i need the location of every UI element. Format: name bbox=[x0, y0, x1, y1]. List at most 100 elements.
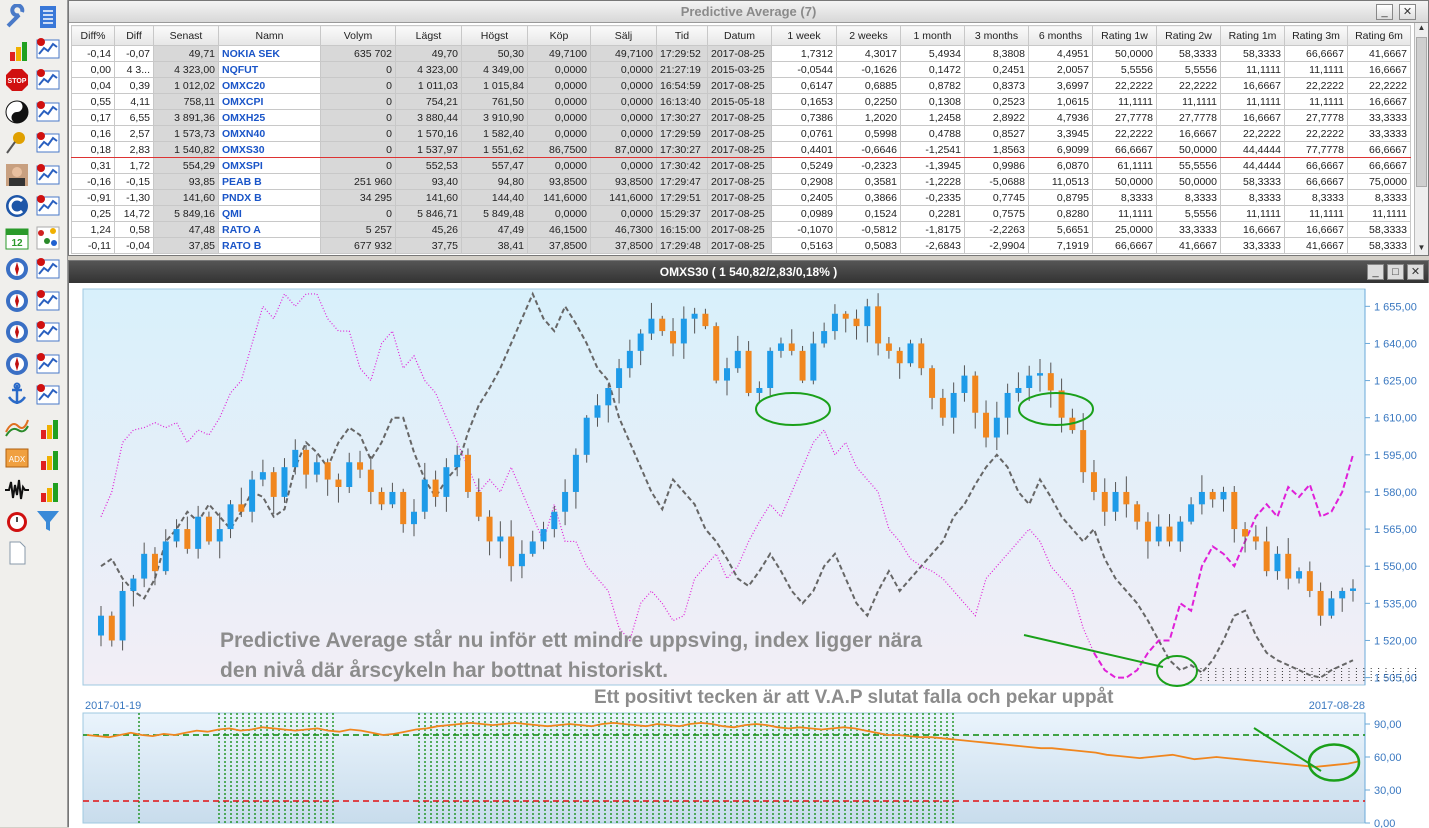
table-row[interactable]: 0,18 2,83 1 540,82 OMXS30 0 1 537,97 1 551,62 8… bbox=[71, 141, 1411, 158]
table-row[interactable]: 0,04 0,39 1 012,02 OMXC20 0 1 011,03 1 015,84 0… bbox=[71, 77, 1411, 94]
table-cell: 27,7778 bbox=[1156, 109, 1221, 126]
chart-n-icon[interactable] bbox=[34, 381, 62, 409]
bar-chart-2-icon[interactable] bbox=[34, 413, 62, 441]
table-cell: 0,3866 bbox=[836, 189, 901, 206]
price-chart[interactable]: 1 655,00 1 640,00 1 625,00 1 610,00 1 595,00… bbox=[69, 283, 1429, 828]
table-cell: 11,1111 bbox=[1284, 205, 1348, 222]
table-cell: 25,0000 bbox=[1092, 221, 1157, 238]
table-cell: 16:15:00 bbox=[656, 221, 708, 238]
bar-chart-3-icon[interactable] bbox=[34, 444, 62, 472]
yin-yang-icon[interactable] bbox=[3, 98, 31, 126]
column-header[interactable]: Rating 6m bbox=[1347, 25, 1411, 46]
candle bbox=[929, 365, 936, 410]
table-row[interactable]: 0,31 1,72 554,29 OMXSPI 0 552,53 557,47 0,0000 0… bbox=[71, 157, 1411, 174]
column-header[interactable]: Datum bbox=[707, 25, 772, 46]
wave-icon[interactable] bbox=[3, 476, 31, 504]
column-header[interactable]: Diff bbox=[114, 25, 154, 46]
chart-b-icon[interactable] bbox=[34, 161, 62, 189]
compass-2-icon[interactable] bbox=[3, 287, 31, 315]
table-row[interactable]: -0,11 -0,04 37,85 RATO B 677 932 37,75 38,41 37… bbox=[71, 237, 1411, 254]
stop-sign-icon[interactable]: STOP bbox=[3, 66, 31, 94]
minimize-icon[interactable]: _ bbox=[1376, 4, 1393, 20]
column-header[interactable]: 1 month bbox=[900, 25, 965, 46]
candle bbox=[626, 339, 633, 378]
chart-minimize-icon[interactable]: _ bbox=[1367, 264, 1384, 280]
column-header[interactable]: Köp bbox=[527, 25, 591, 46]
column-header[interactable]: Senast bbox=[153, 25, 219, 46]
candle bbox=[1317, 582, 1324, 626]
column-header[interactable]: 3 months bbox=[964, 25, 1029, 46]
table-row[interactable]: -0,14 -0,07 49,71 NOKIA SEK 635 702 49,70 50,3… bbox=[71, 45, 1411, 62]
column-header[interactable]: Diff% bbox=[71, 25, 115, 46]
y-tick-label: 1 520,00 bbox=[1374, 635, 1417, 647]
chart-close-icon[interactable]: ✕ bbox=[1407, 264, 1424, 280]
table-cell: 22,2222 bbox=[1347, 77, 1411, 94]
calendar-icon[interactable]: 12 bbox=[3, 224, 31, 252]
column-header[interactable]: Lägst bbox=[395, 25, 462, 46]
chart-y-icon[interactable] bbox=[34, 129, 62, 157]
table-cell: 2,57 bbox=[114, 125, 154, 142]
table-cell: 4 323,00 bbox=[153, 61, 219, 78]
table-cell: 2,8922 bbox=[964, 109, 1029, 126]
column-header[interactable]: Högst bbox=[461, 25, 528, 46]
table-row[interactable]: 0,00 4 3... 4 323,00 NQFUT 0 4 323,00 4 349,00… bbox=[71, 61, 1411, 78]
table-cell: -2,2263 bbox=[964, 221, 1029, 238]
trend-line-icon[interactable] bbox=[3, 413, 31, 441]
chart-m-icon[interactable] bbox=[34, 255, 62, 283]
candle bbox=[1037, 358, 1043, 392]
table-row[interactable]: 0,17 6,55 3 891,36 OMXH25 0 3 880,44 3 910,90 0… bbox=[71, 109, 1411, 126]
table-row[interactable]: -0,16 -0,15 93,85 PEAB B 251 960 93,40 94,80 93… bbox=[71, 173, 1411, 190]
chart-v-icon[interactable] bbox=[34, 35, 62, 63]
scatter-icon[interactable] bbox=[34, 224, 62, 252]
column-header[interactable]: Rating 1w bbox=[1092, 25, 1157, 46]
table-row[interactable]: -0,91 -1,30 141,60 PNDX B 34 295 141,60 144,40… bbox=[71, 189, 1411, 206]
blank-document-icon[interactable] bbox=[3, 539, 31, 567]
candle bbox=[616, 358, 623, 404]
column-header[interactable]: 1 week bbox=[771, 25, 837, 46]
compass-4-icon[interactable] bbox=[3, 350, 31, 378]
candle bbox=[788, 329, 795, 356]
table-row[interactable]: 0,25 14,72 5 849,16 QMI 0 5 846,71 5 849,48 0,0… bbox=[71, 205, 1411, 222]
compass-3-icon[interactable] bbox=[3, 318, 31, 346]
chart-s-icon[interactable] bbox=[34, 350, 62, 378]
column-header[interactable]: Tid bbox=[656, 25, 708, 46]
column-header[interactable]: 2 weeks bbox=[836, 25, 901, 46]
chart-d-icon[interactable] bbox=[34, 318, 62, 346]
adx-icon[interactable]: ADX bbox=[3, 444, 31, 472]
document-list-icon[interactable] bbox=[34, 3, 62, 31]
table-cell: 0,0000 bbox=[527, 109, 591, 126]
scrollbar-thumb[interactable] bbox=[1416, 37, 1427, 187]
chart-maximize-icon[interactable]: □ bbox=[1387, 264, 1404, 280]
column-header[interactable]: Sälj bbox=[590, 25, 657, 46]
table-cell: 0,25 bbox=[71, 205, 115, 222]
column-header[interactable]: Namn bbox=[218, 25, 321, 46]
chart-x-icon[interactable] bbox=[34, 98, 62, 126]
table-row[interactable]: 0,16 2,57 1 573,73 OMXN40 0 1 570,16 1 582,40 0… bbox=[71, 125, 1411, 142]
alarm-clock-icon[interactable] bbox=[3, 507, 31, 535]
candle bbox=[184, 516, 191, 554]
close-icon[interactable]: ✕ bbox=[1399, 4, 1416, 20]
anchor-icon[interactable] bbox=[3, 381, 31, 409]
column-header[interactable]: Volym bbox=[320, 25, 396, 46]
chart-w-icon[interactable] bbox=[34, 66, 62, 94]
table-cell: 33,3333 bbox=[1347, 125, 1411, 142]
column-header[interactable]: 6 months bbox=[1028, 25, 1093, 46]
filter-icon[interactable] bbox=[34, 507, 62, 535]
table-scrollbar[interactable]: ▲ ▼ bbox=[1414, 23, 1428, 255]
bar-chart-icon[interactable] bbox=[3, 35, 31, 63]
column-header[interactable]: Rating 1m bbox=[1220, 25, 1285, 46]
wrench-icon[interactable] bbox=[3, 3, 31, 31]
table-cell: 0,0000 bbox=[590, 109, 657, 126]
column-header[interactable]: Rating 2w bbox=[1156, 25, 1221, 46]
chart-r-icon[interactable] bbox=[34, 287, 62, 315]
table-row[interactable]: 0,55 4,11 758,11 OMXCPI 0 754,21 761,50 0,0000 0… bbox=[71, 93, 1411, 110]
chart-f-icon[interactable] bbox=[34, 192, 62, 220]
table-cell: 4 349,00 bbox=[461, 61, 528, 78]
compass-icon[interactable] bbox=[3, 255, 31, 283]
pin-icon[interactable] bbox=[3, 129, 31, 157]
c-logo-icon[interactable] bbox=[3, 192, 31, 220]
bar-chart-4-icon[interactable] bbox=[34, 476, 62, 504]
person-photo-icon[interactable] bbox=[3, 161, 31, 189]
column-header[interactable]: Rating 3m bbox=[1284, 25, 1348, 46]
